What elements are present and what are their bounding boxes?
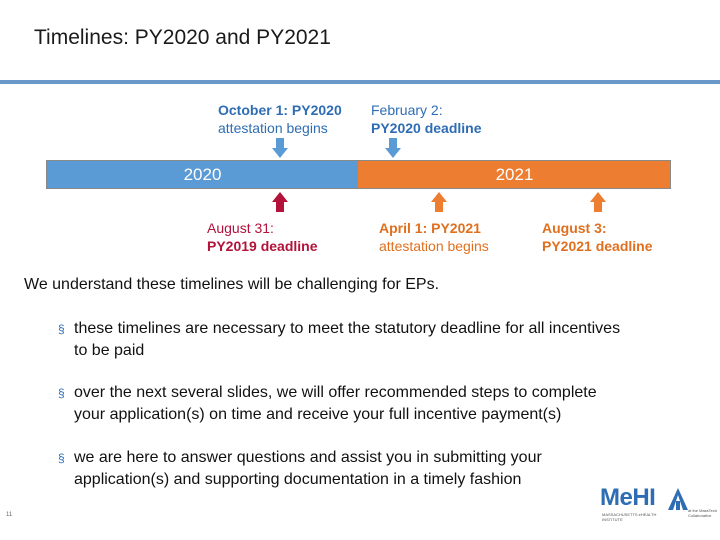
page-number: 11 [6, 512, 13, 518]
timeline-year-2021: 2021 [495, 165, 534, 184]
timeline-segment-2021: 2021 [358, 161, 671, 189]
arrow-up-icon [431, 192, 447, 212]
arrow-up-icon [272, 192, 288, 212]
annotation-aug3-date: August 3: [542, 220, 607, 236]
annotation-oct1-year: PY2020 [291, 102, 342, 118]
annotation-aug31: August 31: PY2019 deadline [207, 219, 318, 255]
annotation-oct1-detail: attestation begins [218, 120, 328, 136]
bullet-line: to be paid [74, 342, 145, 359]
arrow-down-icon [385, 138, 401, 158]
slide-title: Timelines: PY2020 and PY2021 [34, 26, 331, 49]
annotation-aug31-date: August 31: [207, 220, 274, 236]
annotation-aug31-detail: PY2019 deadline [207, 238, 318, 254]
arrow-up-icon [590, 192, 606, 212]
bullet-line: we are here to answer questions and assi… [74, 449, 542, 466]
list-item: § we are here to answer questions and as… [58, 447, 698, 491]
annotation-apr1-detail: attestation begins [379, 238, 489, 254]
annotation-apr1: April 1: PY2021 attestation begins [379, 219, 489, 255]
title-divider [0, 80, 720, 84]
logo-partner: at the MassTech Collaborative [688, 508, 718, 518]
bullet-marker-icon: § [58, 386, 65, 400]
annotation-feb2: February 2: PY2020 deadline [371, 101, 482, 137]
timeline-year-2020: 2020 [183, 165, 222, 184]
annotation-aug3-detail: PY2021 deadline [542, 238, 653, 254]
logo: MeHI MASSACHUSETTS eHEALTH INSTITUTE at … [600, 484, 718, 524]
bullet-marker-icon: § [58, 451, 65, 465]
logo-wordmark: MeHI [600, 484, 656, 511]
bullet-line: your application(s) on time and receive … [74, 406, 562, 423]
bullet-line: application(s) and supporting documentat… [74, 471, 522, 488]
annotation-oct1: October 1: PY2020 attestation begins [218, 101, 342, 137]
annotation-apr1-year: PY2021 [431, 220, 481, 236]
list-item: § these timelines are necessary to meet … [58, 318, 698, 362]
logo-subtitle: MASSACHUSETTS eHEALTH INSTITUTE [602, 512, 657, 522]
intro-text: We understand these timelines will be ch… [24, 276, 440, 293]
timeline-segment-2020: 2020 [47, 161, 358, 189]
annotation-feb2-detail: PY2020 deadline [371, 120, 482, 136]
annotation-aug3: August 3: PY2021 deadline [542, 219, 653, 255]
annotation-feb2-date: February 2: [371, 102, 443, 118]
list-item: § over the next several slides, we will … [58, 382, 698, 426]
annotation-oct1-date: October 1: [218, 102, 292, 118]
annotation-apr1-date: April 1: [379, 220, 432, 236]
arrow-down-icon [272, 138, 288, 158]
bullet-line: these timelines are necessary to meet th… [74, 320, 621, 337]
bullet-line: over the next several slides, we will of… [74, 384, 597, 401]
masstech-logo-icon [668, 488, 688, 510]
bullet-marker-icon: § [58, 322, 65, 336]
